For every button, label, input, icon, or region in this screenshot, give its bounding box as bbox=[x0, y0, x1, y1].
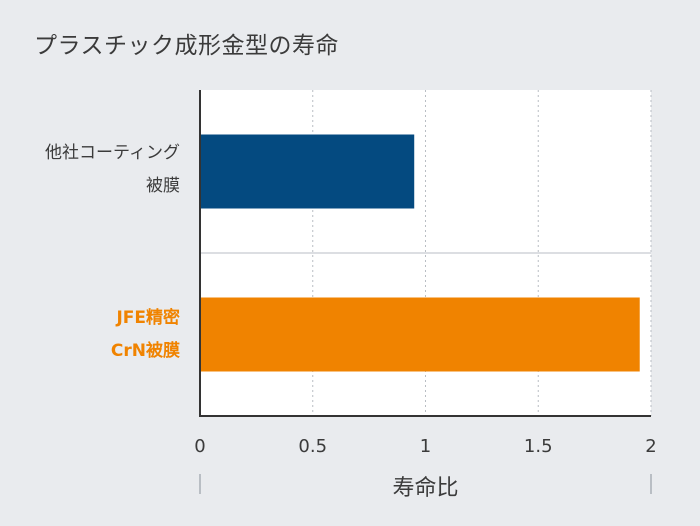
x-tick-label: 1 bbox=[420, 436, 431, 457]
x-tick-label: 0 bbox=[194, 436, 205, 457]
x-tick-label: 2 bbox=[645, 436, 656, 457]
bar-1 bbox=[200, 297, 640, 372]
category-label-line2: CrN被膜 bbox=[110, 341, 180, 361]
x-tick-label: 1.5 bbox=[524, 436, 553, 457]
chart-title: プラスチック成形金型の寿命 bbox=[34, 33, 340, 59]
category-label-line2: 被膜 bbox=[146, 176, 180, 196]
category-label-line1: JFE精密 bbox=[116, 308, 180, 328]
x-tick-label: 0.5 bbox=[298, 436, 327, 457]
category-label-other-coating: 他社コーティング 被膜 bbox=[20, 137, 180, 203]
category-label-line1: 他社コーティング bbox=[45, 143, 180, 163]
x-axis-label: 寿命比 bbox=[392, 476, 458, 501]
bar-0 bbox=[200, 134, 415, 209]
category-label-jfe-crn: JFE精密 CrN被膜 bbox=[20, 302, 180, 368]
